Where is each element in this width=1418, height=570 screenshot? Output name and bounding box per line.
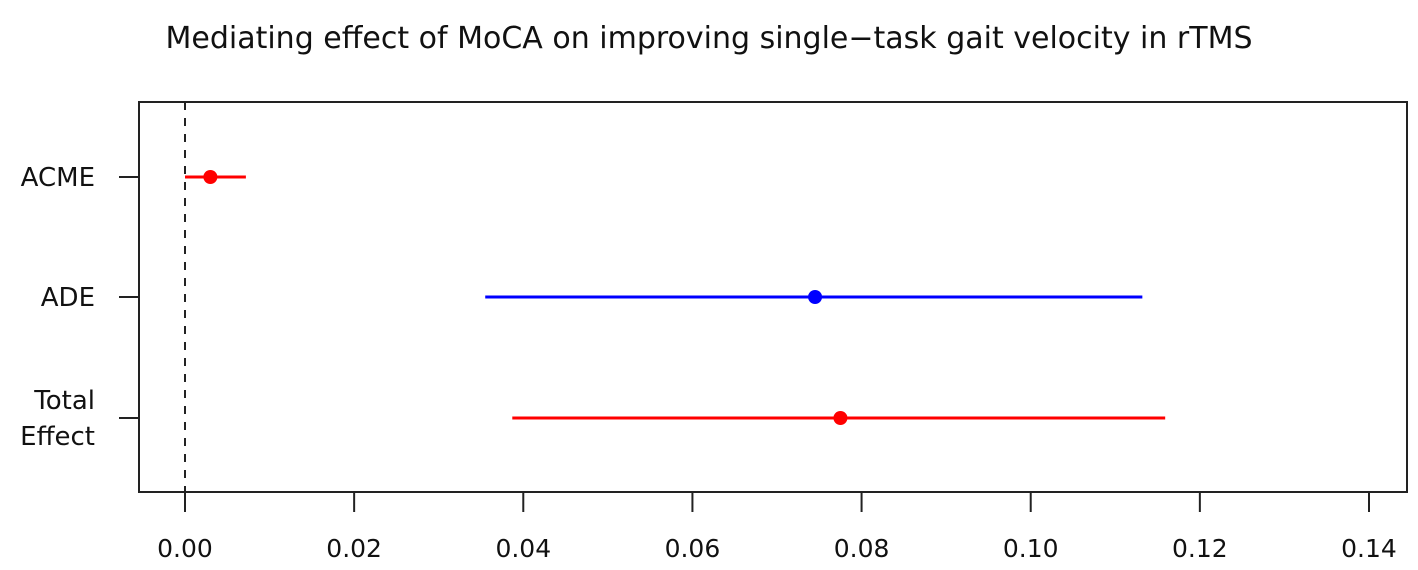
x-tick-label: 0.02 <box>326 534 382 563</box>
y-category-label: Total <box>33 386 95 416</box>
point-estimate <box>833 411 848 425</box>
x-tick-label: 0.14 <box>1341 534 1397 563</box>
x-tick-label: 0.06 <box>665 534 721 563</box>
x-tick-label: 0.12 <box>1172 534 1228 563</box>
x-axis: 0.00 0.02 0.04 0.06 0.08 0.10 0.12 0.14 <box>157 492 1397 563</box>
y-axis: ACME ADE Total Effect <box>20 163 139 452</box>
point-estimate <box>808 290 823 304</box>
x-tick-label: 0.00 <box>157 534 213 563</box>
y-category-label: ADE <box>41 283 95 313</box>
chart-title: Mediating effect of MoCA on improving si… <box>165 21 1252 56</box>
effect-estimates <box>185 170 1166 425</box>
x-tick-label: 0.08 <box>834 534 890 563</box>
y-category-label: ACME <box>21 163 95 193</box>
x-tick-label: 0.10 <box>1003 534 1059 563</box>
y-category-label: Effect <box>20 422 95 452</box>
x-tick-label: 0.04 <box>495 534 551 563</box>
point-estimate <box>203 170 218 184</box>
